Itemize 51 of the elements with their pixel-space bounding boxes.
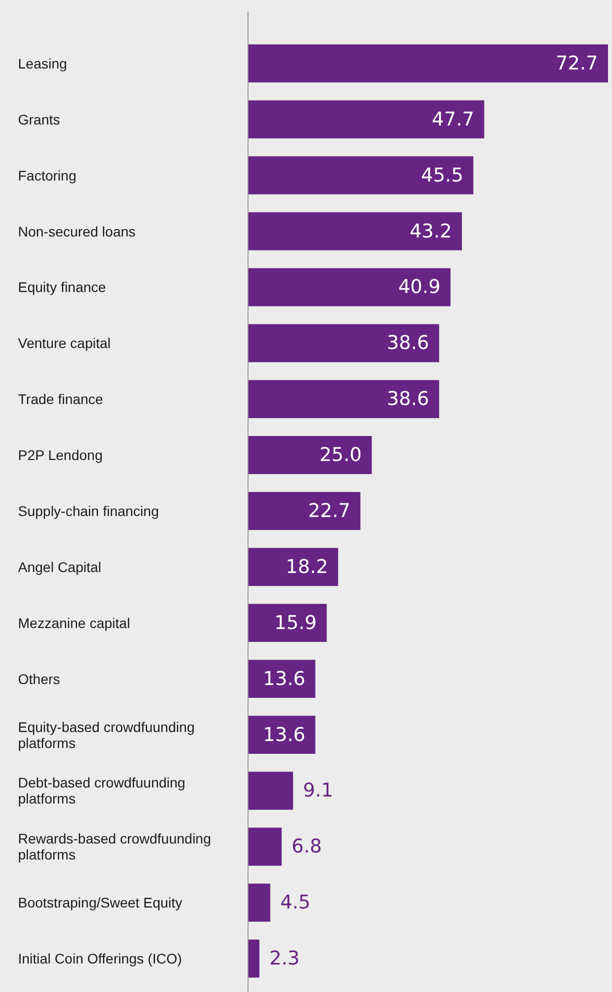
data-label: 40.9: [398, 276, 441, 298]
y-tick-label: P2P Lendong: [18, 447, 103, 464]
y-tick-label: Debt-based crowdfuunding platforms: [18, 774, 186, 807]
data-label: 45.5: [420, 164, 464, 186]
y-tick-label: Factoring: [18, 167, 76, 184]
data-label: 6.8: [292, 836, 322, 858]
y-tick-label: Others: [18, 670, 60, 687]
data-label: 22.7: [308, 500, 350, 522]
y-tick-label: Equity finance: [18, 279, 106, 296]
y-tick-label: Mezzanine capital: [18, 614, 130, 631]
bar: [248, 604, 327, 642]
bar: [248, 716, 316, 754]
bar: [248, 660, 316, 698]
y-tick-label: Grants: [18, 111, 60, 128]
bar: [248, 492, 360, 530]
bar: [248, 436, 372, 474]
bar: [248, 548, 338, 586]
y-tick-label: Angel Capital: [18, 558, 102, 575]
data-label: 4.5: [280, 892, 310, 914]
data-label: 2.3: [269, 948, 300, 970]
bar: [248, 100, 484, 138]
data-label: 43.2: [410, 220, 452, 242]
bar: [248, 940, 260, 978]
bar: [248, 156, 474, 194]
y-tick-label: Trade finance: [18, 391, 104, 408]
y-tick-label: Non-secured loans: [18, 223, 136, 240]
data-label: 38.6: [386, 332, 430, 354]
y-tick-label: Bootstraping/Sweet Equity: [18, 894, 182, 911]
y-tick-label: Supply-chain financing: [18, 503, 159, 519]
bar: [248, 324, 440, 362]
y-tick-label: Initial Coin Offerings (ICO): [18, 950, 182, 967]
data-label: 47.7: [432, 108, 474, 130]
bar: [248, 884, 270, 922]
bar: [248, 212, 462, 250]
bar: [248, 828, 282, 866]
data-label: 13.6: [263, 668, 306, 690]
y-tick-label: Leasing: [18, 55, 68, 72]
data-label: 25.0: [319, 444, 362, 466]
bar: [248, 380, 440, 418]
y-tick-label: Equity-based crowdfuunding platforms: [18, 718, 195, 751]
data-label: 15.9: [274, 612, 317, 634]
data-label: 18.2: [286, 556, 328, 578]
data-label: 13.6: [263, 724, 306, 746]
bar: [248, 44, 608, 82]
bar: [248, 772, 294, 810]
y-tick-label: Venture capital: [18, 335, 111, 352]
y-tick-label: Rewards-based crowdfuunding platforms: [18, 830, 211, 863]
data-label: 72.7: [556, 52, 598, 74]
data-label: 9.1: [303, 780, 334, 802]
data-label: 38.6: [386, 388, 430, 410]
bar: [248, 268, 451, 306]
